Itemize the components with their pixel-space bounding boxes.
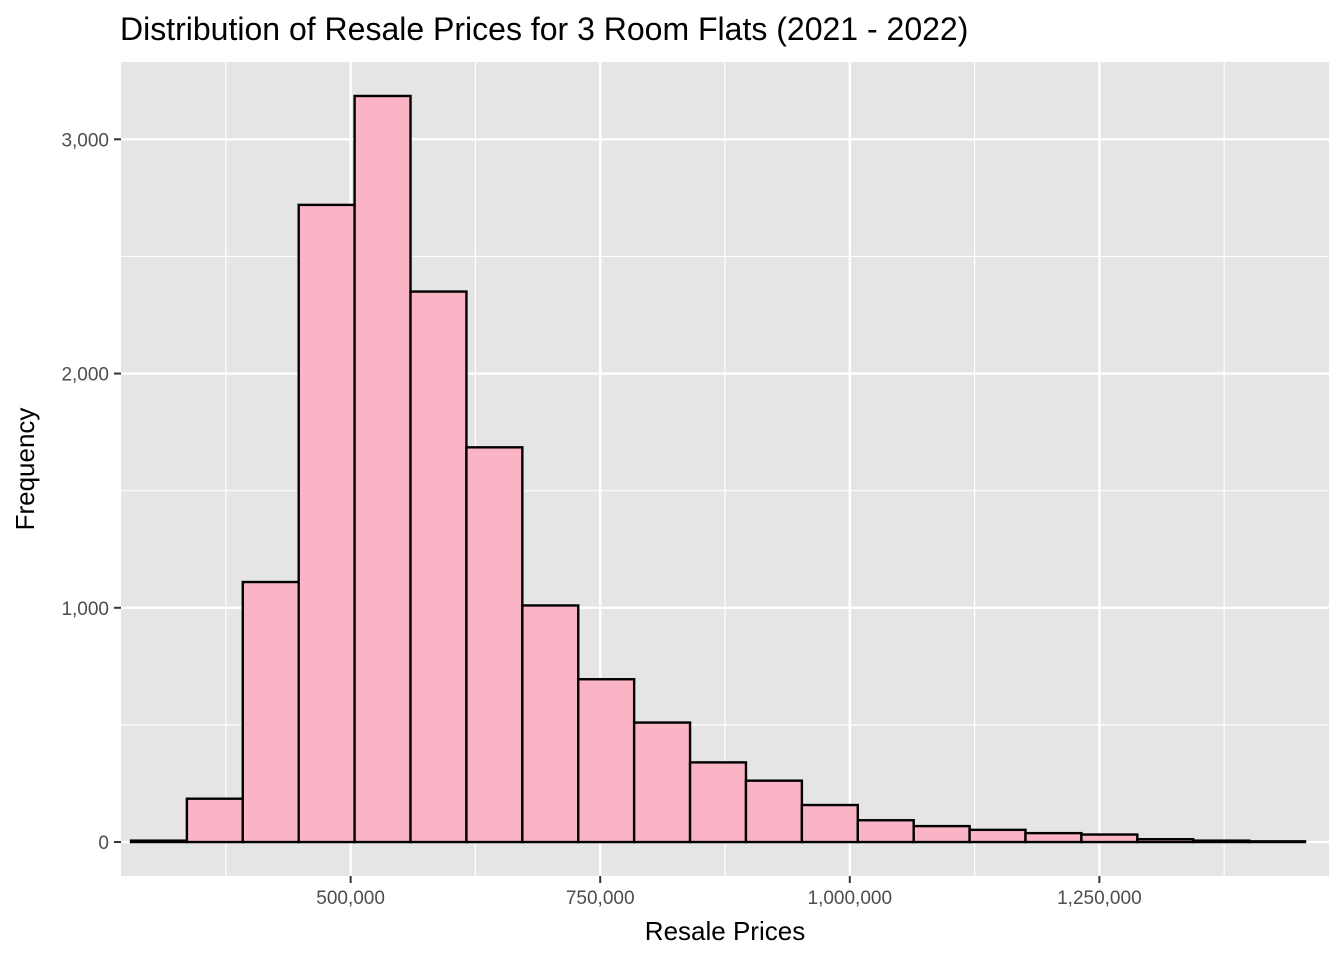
histogram-bar xyxy=(521,604,580,844)
histogram-bar xyxy=(465,446,524,844)
histogram-bar xyxy=(353,94,412,844)
histogram-bar xyxy=(241,580,300,844)
histogram-bar xyxy=(912,824,971,844)
histogram-bar xyxy=(744,779,804,844)
histogram-bar xyxy=(1136,838,1195,844)
x-tick-label: 1,000,000 xyxy=(808,888,893,909)
y-axis-title: Frequency xyxy=(10,408,40,531)
histogram-bar xyxy=(409,290,468,844)
histogram-bar xyxy=(185,797,244,844)
x-tick-label: 500,000 xyxy=(316,888,385,909)
histogram-bar xyxy=(1080,833,1139,844)
x-axis: 500,000 750,000 1,000,000 1,250,000 xyxy=(316,876,1142,909)
x-tick-label: 750,000 xyxy=(566,888,635,909)
y-tick-label: 0 xyxy=(98,833,109,854)
histogram-bar xyxy=(297,203,356,844)
x-tick-label: 1,250,000 xyxy=(1057,888,1142,909)
histogram-bar xyxy=(968,828,1027,844)
histogram-bar xyxy=(632,721,692,844)
y-axis: 0 1,000 2,000 3,000 xyxy=(61,130,121,854)
x-axis-title: Resale Prices xyxy=(645,916,805,946)
y-tick-label: 2,000 xyxy=(61,365,109,386)
histogram-bar xyxy=(1192,839,1251,844)
histogram-bar xyxy=(1024,831,1083,844)
histogram-bar xyxy=(577,678,636,844)
histogram-bar xyxy=(129,839,189,844)
histogram-bar xyxy=(1247,840,1307,844)
y-tick-label: 3,000 xyxy=(61,130,109,151)
histogram-bar xyxy=(688,761,748,844)
histogram-bars xyxy=(129,94,1307,844)
y-tick-label: 1,000 xyxy=(61,599,109,620)
histogram-bar xyxy=(800,803,859,844)
histogram-bar xyxy=(856,819,915,844)
chart-title: Distribution of Resale Prices for 3 Room… xyxy=(120,11,968,47)
